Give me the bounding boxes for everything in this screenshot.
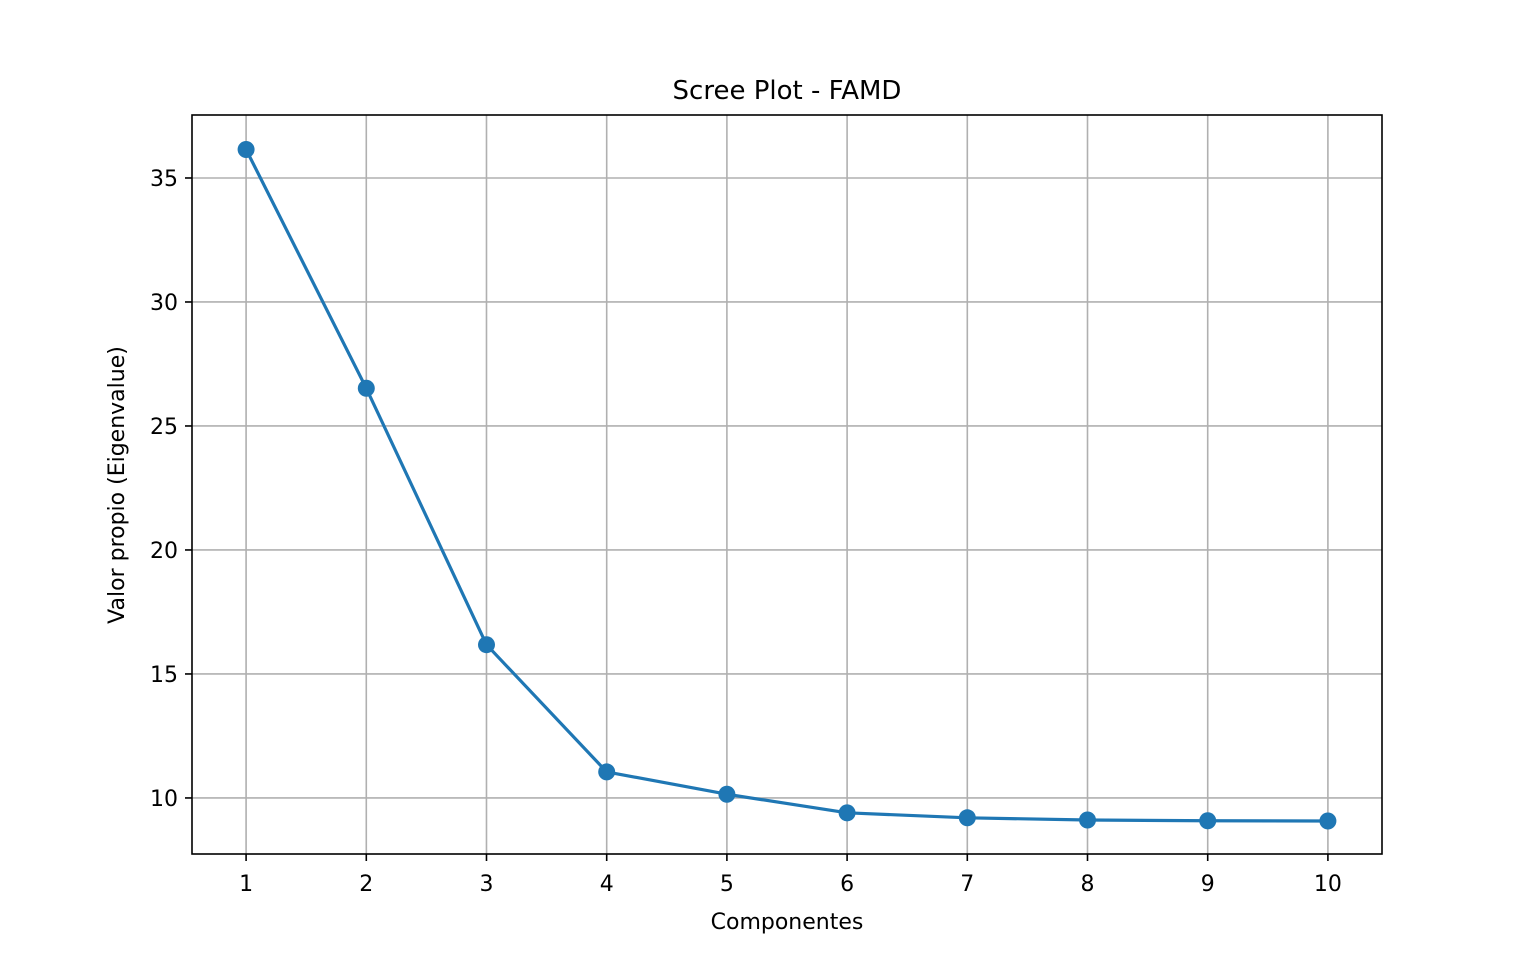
x-axis-label: Componentes: [711, 910, 864, 935]
x-tick-label: 9: [1201, 872, 1215, 897]
data-point: [357, 379, 375, 397]
x-tick-label: 8: [1081, 872, 1095, 897]
y-tick-label: 15: [150, 663, 178, 688]
y-tick-label: 30: [150, 291, 178, 316]
x-axis: 1 2 3 4 5 6 7 8 9 10: [239, 854, 1342, 897]
series-layer: [237, 140, 1337, 830]
x-tick-label: 2: [359, 872, 373, 897]
data-point: [1199, 812, 1217, 830]
x-tick-label: 6: [840, 872, 854, 897]
chart-title: Scree Plot - FAMD: [673, 76, 902, 106]
y-axis-label: Valor propio (Eigenvalue): [105, 346, 130, 624]
y-tick-label: 35: [150, 167, 178, 192]
data-point: [838, 804, 856, 822]
x-tick-label: 4: [600, 872, 614, 897]
x-tick-label: 7: [960, 872, 974, 897]
data-point: [598, 763, 616, 781]
data-point: [237, 140, 255, 158]
data-point: [1319, 812, 1337, 830]
y-tick-label: 20: [150, 539, 178, 564]
data-point: [1079, 811, 1097, 829]
y-axis: 10 15 20 25 30 35: [150, 167, 192, 812]
plot-frame: [191, 114, 1383, 855]
data-point: [958, 809, 976, 827]
data-point: [477, 636, 495, 654]
series-line: [244, 147, 1330, 823]
grid-layer: [192, 115, 1382, 854]
x-tick-label: 1: [239, 872, 253, 897]
x-tick-label: 5: [720, 872, 734, 897]
y-tick-label: 10: [150, 787, 178, 812]
y-tick-label: 25: [150, 415, 178, 440]
x-tick-label: 3: [479, 872, 493, 897]
x-tick-label: 10: [1314, 872, 1342, 897]
data-point: [718, 785, 736, 803]
